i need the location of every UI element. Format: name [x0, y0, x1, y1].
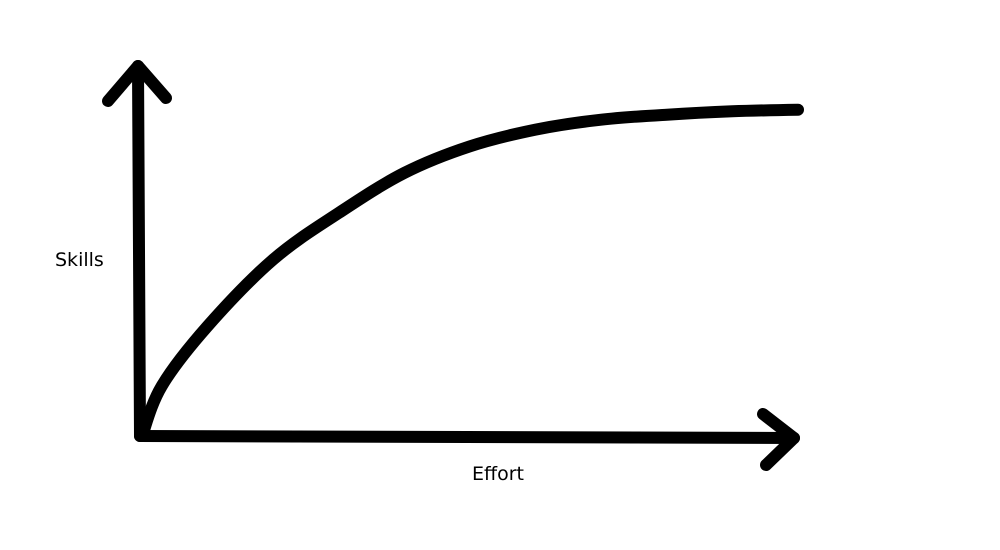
- series-layer: [136, 103, 804, 442]
- y-axis-arrowhead: [102, 60, 172, 107]
- x-axis-arrowhead: [757, 408, 800, 471]
- x-axis-line: [134, 430, 800, 444]
- axes: [102, 60, 800, 471]
- series-line-0: [136, 103, 804, 442]
- y-axis-line: [132, 60, 146, 442]
- x-axis-label: Effort: [472, 463, 524, 485]
- y-axis-label: Skills: [55, 249, 104, 271]
